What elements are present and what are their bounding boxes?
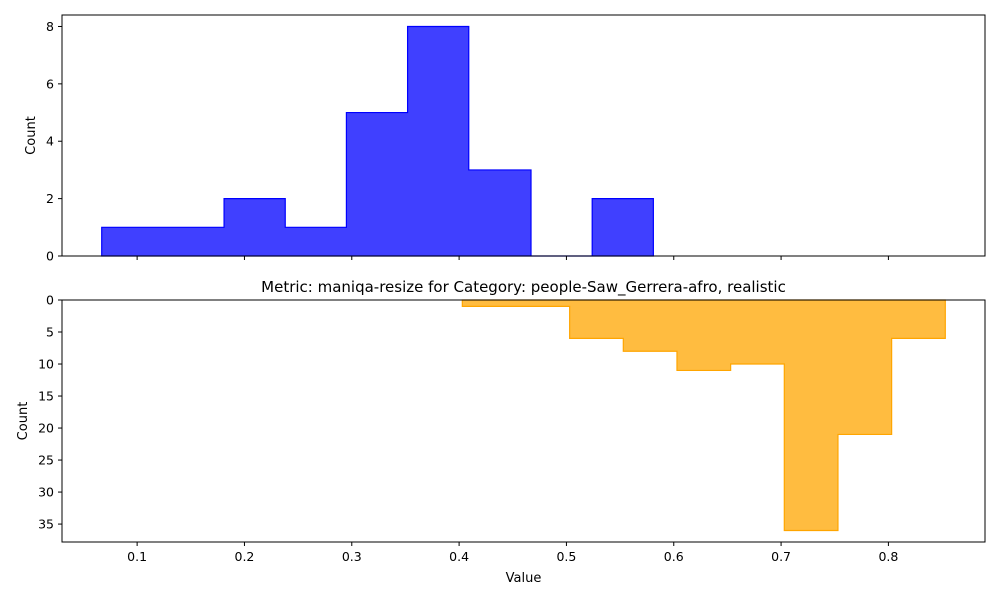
- plot-frame: [61, 14, 986, 257]
- histogram-step-fill: [461, 299, 946, 532]
- plot-frame: [61, 299, 986, 543]
- top-histogram-panel: 0 2 4 6 8 Count: [24, 14, 986, 264]
- y-tick-label: 6: [46, 76, 54, 91]
- y-tick-label: 5: [46, 325, 54, 340]
- y-tick-label: 0: [46, 293, 54, 308]
- y-axis-label: Count: [24, 116, 39, 155]
- x-tick-label: 0.7: [771, 549, 791, 564]
- chart-title: Metric: maniqa-resize for Category: peop…: [261, 278, 786, 297]
- x-tick-label: 0.5: [556, 549, 576, 564]
- y-tick-label: 2: [46, 191, 54, 206]
- x-tick-label: 0.1: [127, 549, 147, 564]
- x-axis-label: Value: [506, 571, 542, 586]
- y-tick-label: 15: [38, 389, 54, 404]
- bottom-histogram-panel: 0.1 0.2 0.3 0.4 0.5 0.6 0.7 0.8 0 5 10 15 20 25 30 35 Co…: [16, 278, 986, 586]
- y-axis-label: Count: [16, 402, 31, 441]
- x-tick-label: 0.4: [449, 549, 469, 564]
- x-tick-label: 0.2: [235, 549, 255, 564]
- y-tick-label: 10: [38, 357, 54, 372]
- x-tick-label: 0.6: [664, 549, 684, 564]
- y-tick-label: 35: [38, 517, 54, 532]
- y-tick-label: 8: [46, 19, 54, 34]
- y-tick-label: 0: [46, 249, 54, 264]
- y-tick-label: 30: [38, 485, 54, 500]
- y-tick-label: 20: [38, 421, 54, 436]
- x-tick-label: 0.8: [878, 549, 898, 564]
- x-tick-label: 0.3: [342, 549, 362, 564]
- y-tick-label: 25: [38, 453, 54, 468]
- histogram-step-fill: [101, 25, 654, 257]
- y-tick-label: 4: [46, 134, 54, 149]
